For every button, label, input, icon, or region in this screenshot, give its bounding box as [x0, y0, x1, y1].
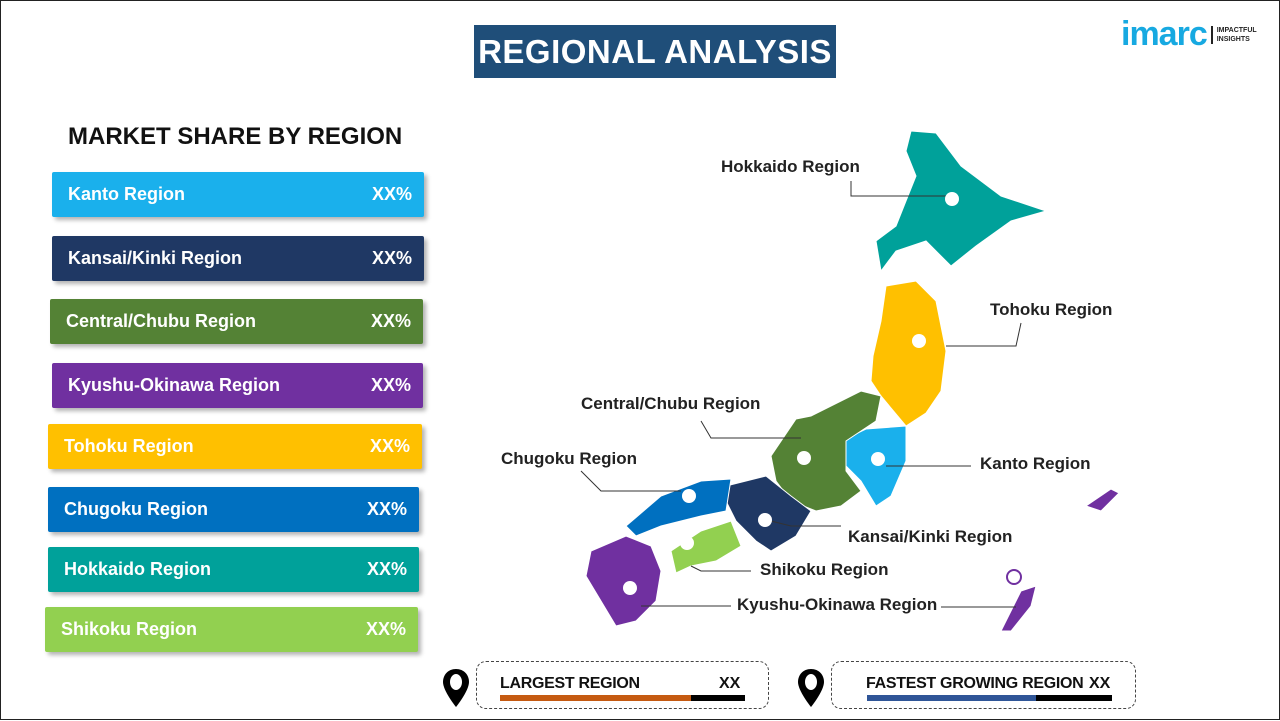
- location-pin-icon: [443, 669, 469, 707]
- region-bar-label: Shikoku Region: [61, 619, 198, 639]
- label-kansai: Kansai/Kinki Region: [848, 527, 1013, 546]
- map-hokkaido: [875, 130, 1048, 273]
- label-tohoku: Tohoku Region: [990, 300, 1113, 319]
- region-bar-label: Central/Chubu Region: [66, 311, 256, 331]
- region-bar-label: Tohoku Region: [64, 436, 194, 456]
- region-bar: Kanto Region XX%: [52, 172, 424, 217]
- map-tohoku: [870, 280, 947, 427]
- region-bar-label: Hokkaido Region: [64, 559, 212, 579]
- region-bar-value: XX%: [366, 499, 407, 519]
- region-bar-label: Kansai/Kinki Region: [68, 248, 243, 268]
- region-bar: Kyushu-Okinawa Region XX%: [52, 363, 423, 408]
- region-bar: Tohoku Region XX%: [48, 424, 422, 469]
- region-bar: Hokkaido Region XX%: [48, 547, 419, 592]
- region-bar-value: XX%: [369, 436, 410, 456]
- region-bar: Central/Chubu Region XX%: [50, 299, 423, 344]
- label-hokkaido: Hokkaido Region: [721, 157, 860, 176]
- map-shikoku: [670, 520, 742, 574]
- fastest-growing-region-card: FASTEST GROWING REGION XX: [831, 661, 1136, 709]
- pin-icon: [945, 192, 959, 206]
- map-islands: [1084, 488, 1120, 512]
- label-central: Central/Chubu Region: [581, 394, 761, 413]
- label-kyushu: Kyushu-Okinawa Region: [737, 595, 938, 614]
- imarc-logo: imarc IMPACTFUL INSIGHTS: [1121, 15, 1257, 53]
- pin-icon: [758, 513, 772, 527]
- page-title: REGIONAL ANALYSIS: [474, 25, 836, 78]
- pin-icon: [912, 334, 926, 348]
- region-bar-value: XX%: [371, 248, 412, 268]
- region-bar-value: XX%: [370, 375, 411, 395]
- region-bar: Chugoku Region XX%: [48, 487, 419, 532]
- region-bar: Shikoku Region XX%: [45, 607, 418, 652]
- region-bar-label: Kyushu-Okinawa Region: [68, 375, 281, 395]
- label-kanto: Kanto Region: [980, 454, 1091, 473]
- region-bar-value: XX%: [366, 559, 407, 579]
- region-bar-value: XX%: [365, 619, 406, 639]
- pin-icon: [871, 452, 885, 466]
- pin-icon: [682, 489, 696, 503]
- map-kyushu: [585, 535, 662, 627]
- pin-icon: [797, 451, 811, 465]
- region-bar-value: XX%: [370, 311, 411, 331]
- market-share-heading: MARKET SHARE BY REGION: [68, 123, 403, 150]
- region-bar-label: Kanto Region: [68, 184, 185, 204]
- region-bar-value: XX%: [371, 184, 412, 204]
- pin-icon: [680, 536, 694, 550]
- largest-region-card: LARGEST REGION XX: [476, 661, 769, 709]
- map-kansai: [725, 475, 812, 552]
- pin-icon: [1006, 569, 1022, 585]
- region-bar-label: Chugoku Region: [64, 499, 208, 519]
- pin-icon: [623, 581, 637, 595]
- label-chugoku: Chugoku Region: [501, 449, 637, 468]
- label-shikoku: Shikoku Region: [760, 560, 889, 579]
- location-pin-icon: [798, 669, 824, 707]
- region-bar: Kansai/Kinki Region XX%: [52, 236, 424, 281]
- map-kanto: [840, 425, 907, 507]
- map-okinawa: [1000, 585, 1037, 632]
